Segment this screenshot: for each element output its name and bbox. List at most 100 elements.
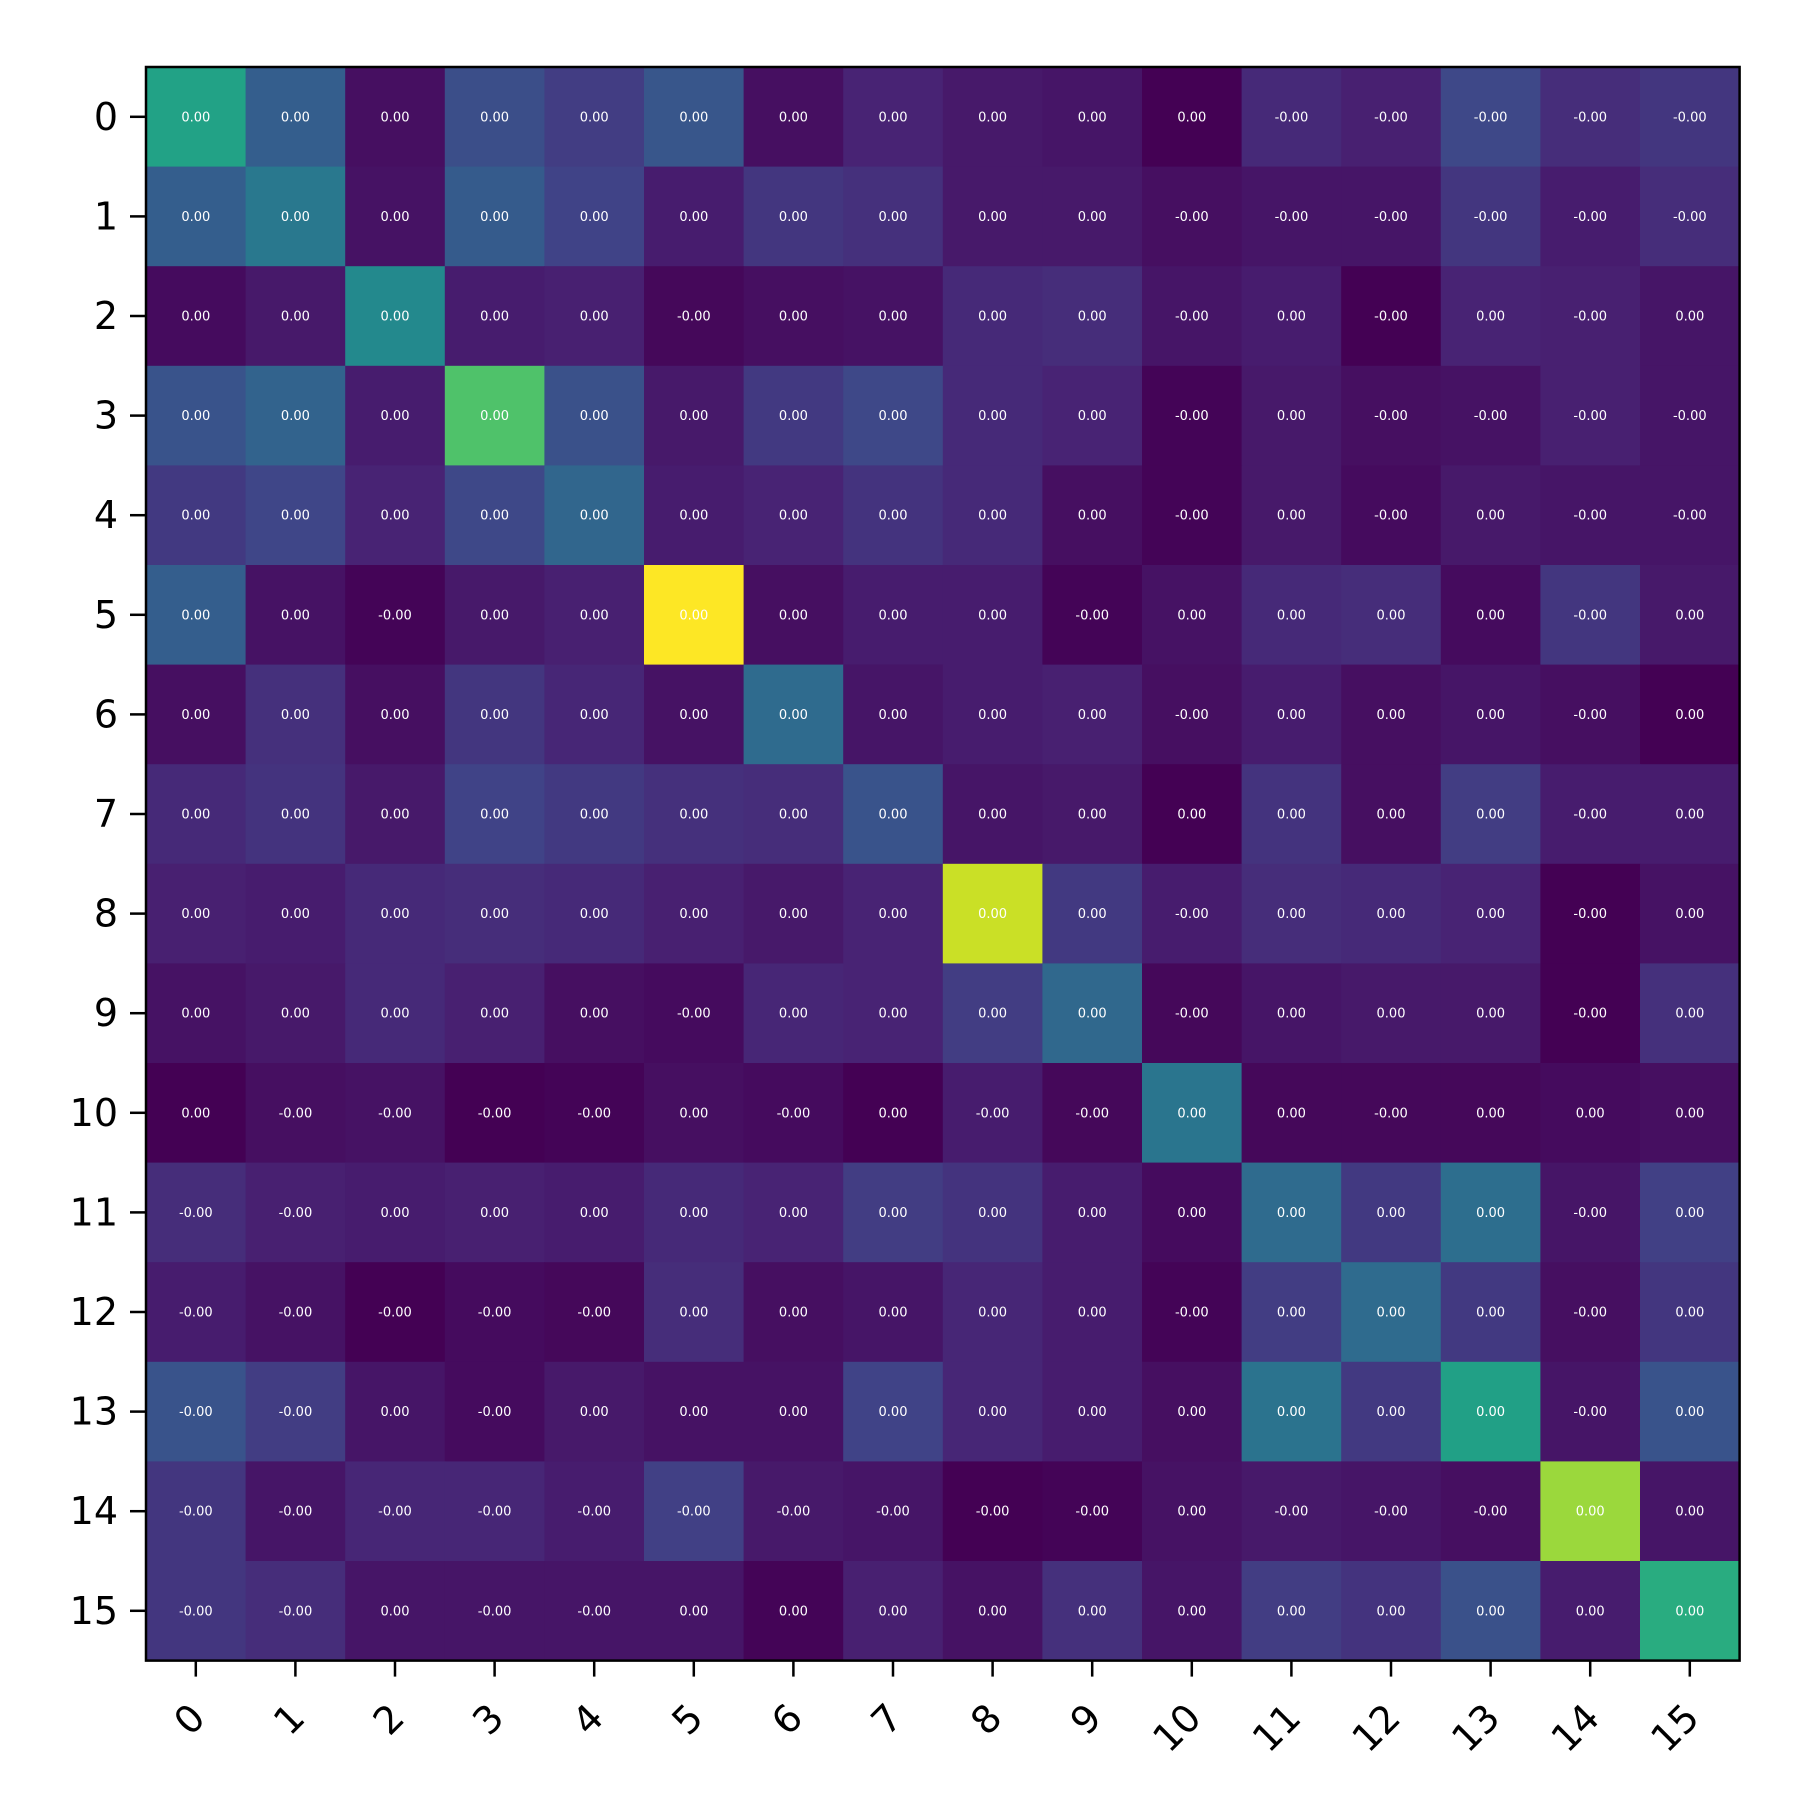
heatmap-cell-r5-c4 — [544, 565, 645, 666]
heatmap-cell-r5-c1 — [245, 565, 346, 666]
heatmap-cell-r13-c5 — [644, 1361, 745, 1462]
heatmap-cell-r4-c15 — [1640, 465, 1741, 566]
heatmap-cell-r0-c0 — [146, 67, 247, 168]
heatmap-cell-r5-c10 — [1142, 565, 1243, 666]
cell-label-r5-c15: 0.00 — [1675, 608, 1704, 623]
heatmap-cell-r4-c1 — [245, 465, 346, 566]
cell-label-r5-c11: 0.00 — [1277, 608, 1306, 623]
heatmap-cell-r2-c15 — [1640, 266, 1741, 367]
cell-label-r10-c10: 0.00 — [1177, 1106, 1206, 1121]
cell-label-r10-c0: 0.00 — [181, 1106, 210, 1121]
heatmap-cell-r11-c10 — [1142, 1162, 1243, 1263]
heatmap-cell-r8-c5 — [644, 863, 745, 964]
heatmap-cell-r12-c3 — [444, 1262, 545, 1363]
heatmap-cell-r14-c13 — [1440, 1461, 1541, 1562]
heatmap-cell-r5-c11 — [1241, 565, 1342, 666]
cell-label-r5-c14: -0.00 — [1573, 608, 1607, 623]
cell-label-r0-c3: 0.00 — [480, 110, 509, 125]
cell-label-r11-c3: 0.00 — [480, 1206, 509, 1221]
cell-label-r15-c3: -0.00 — [478, 1604, 512, 1619]
heatmap-cell-r11-c11 — [1241, 1162, 1342, 1263]
cell-label-r2-c11: 0.00 — [1277, 310, 1306, 325]
heatmap-cell-r3-c2 — [345, 365, 446, 466]
heatmap-cell-r10-c5 — [644, 1063, 745, 1164]
plot-frame — [144, 65, 1741, 1662]
cell-label-r3-c6: 0.00 — [779, 409, 808, 424]
cell-label-r4-c8: 0.00 — [978, 509, 1007, 524]
heatmap-cell-r13-c4 — [544, 1361, 645, 1462]
cell-label-r13-c13: 0.00 — [1476, 1405, 1505, 1420]
cell-label-r8-c11: 0.00 — [1277, 907, 1306, 922]
cell-label-r3-c4: 0.00 — [580, 409, 609, 424]
heatmap-cell-r7-c14 — [1540, 764, 1641, 865]
cell-label-r8-c7: 0.00 — [879, 907, 908, 922]
cell-label-r14-c0: -0.00 — [179, 1505, 213, 1520]
y-tick-label-14: 14 — [70, 1489, 118, 1533]
cell-label-r15-c4: -0.00 — [577, 1604, 611, 1619]
cell-label-r15-c11: 0.00 — [1277, 1604, 1306, 1619]
heatmap-cell-r6-c11 — [1241, 664, 1342, 765]
heatmap-cell-r8-c6 — [743, 863, 844, 964]
cell-label-r11-c11: 0.00 — [1277, 1206, 1306, 1221]
cell-label-r15-c13: 0.00 — [1476, 1604, 1505, 1619]
heatmap-cell-r13-c1 — [245, 1361, 346, 1462]
cell-label-r10-c11: 0.00 — [1277, 1106, 1306, 1121]
cell-label-r7-c11: 0.00 — [1277, 808, 1306, 823]
heatmap-cell-r5-c12 — [1341, 565, 1442, 666]
cell-label-r7-c8: 0.00 — [978, 808, 1007, 823]
cell-label-r0-c13: -0.00 — [1474, 110, 1508, 125]
heatmap-cell-r8-c8 — [942, 863, 1043, 964]
cell-label-r6-c10: -0.00 — [1175, 708, 1209, 723]
heatmap-cell-r5-c6 — [743, 565, 844, 666]
heatmap-cell-r8-c11 — [1241, 863, 1342, 964]
cell-label-r6-c0: 0.00 — [181, 708, 210, 723]
heatmap-cell-r7-c1 — [245, 764, 346, 865]
cell-label-r11-c0: -0.00 — [179, 1206, 213, 1221]
cell-label-r2-c5: -0.00 — [677, 310, 711, 325]
heatmap-cell-r11-c8 — [942, 1162, 1043, 1263]
heatmap-cell-r6-c13 — [1440, 664, 1541, 765]
heatmap-cell-r8-c15 — [1640, 863, 1741, 964]
heatmap-cell-r1-c13 — [1440, 166, 1541, 267]
heatmap-cell-r1-c8 — [942, 166, 1043, 267]
heatmap-cell-r9-c1 — [245, 963, 346, 1064]
cell-label-r8-c4: 0.00 — [580, 907, 609, 922]
cell-label-r2-c10: -0.00 — [1175, 310, 1209, 325]
heatmap-cell-r13-c15 — [1640, 1361, 1741, 1462]
heatmap-cell-r14-c15 — [1640, 1461, 1741, 1562]
cell-label-r11-c5: 0.00 — [679, 1206, 708, 1221]
y-tick-label-1: 1 — [94, 194, 118, 238]
heatmap-cell-r10-c2 — [345, 1063, 446, 1164]
cell-label-r4-c10: -0.00 — [1175, 509, 1209, 524]
heatmap-cell-r0-c9 — [1042, 67, 1143, 168]
heatmap-cell-r14-c6 — [743, 1461, 844, 1562]
cell-label-r7-c7: 0.00 — [879, 808, 908, 823]
heatmap-cell-r9-c8 — [942, 963, 1043, 1064]
cell-label-r2-c7: 0.00 — [879, 310, 908, 325]
cell-label-r14-c15: 0.00 — [1675, 1505, 1704, 1520]
heatmap-cell-r0-c13 — [1440, 67, 1541, 168]
heatmap-cell-r7-c9 — [1042, 764, 1143, 865]
heatmap-cell-r0-c7 — [843, 67, 944, 168]
heatmap-cell-r8-c2 — [345, 863, 446, 964]
cell-label-r3-c8: 0.00 — [978, 409, 1007, 424]
cell-label-r0-c4: 0.00 — [580, 110, 609, 125]
cell-label-r0-c14: -0.00 — [1573, 110, 1607, 125]
heatmap-cell-r12-c5 — [644, 1262, 745, 1363]
heatmap-cell-r8-c13 — [1440, 863, 1541, 964]
heatmap-cell-r11-c2 — [345, 1162, 446, 1263]
cell-label-r1-c7: 0.00 — [879, 210, 908, 225]
cell-label-r9-c14: -0.00 — [1573, 1007, 1607, 1022]
cell-label-r9-c7: 0.00 — [879, 1007, 908, 1022]
heatmap-cell-r14-c0 — [146, 1461, 247, 1562]
cell-label-r9-c9: 0.00 — [1078, 1007, 1107, 1022]
heatmap-cell-r13-c6 — [743, 1361, 844, 1462]
heatmap-cell-r10-c4 — [544, 1063, 645, 1164]
heatmap-cell-r2-c8 — [942, 266, 1043, 367]
cell-label-r5-c9: -0.00 — [1075, 608, 1109, 623]
heatmap-cell-r3-c4 — [544, 365, 645, 466]
cell-label-r3-c3: 0.00 — [480, 409, 509, 424]
heatmap-cell-r7-c11 — [1241, 764, 1342, 865]
heatmap-cell-r13-c12 — [1341, 1361, 1442, 1462]
